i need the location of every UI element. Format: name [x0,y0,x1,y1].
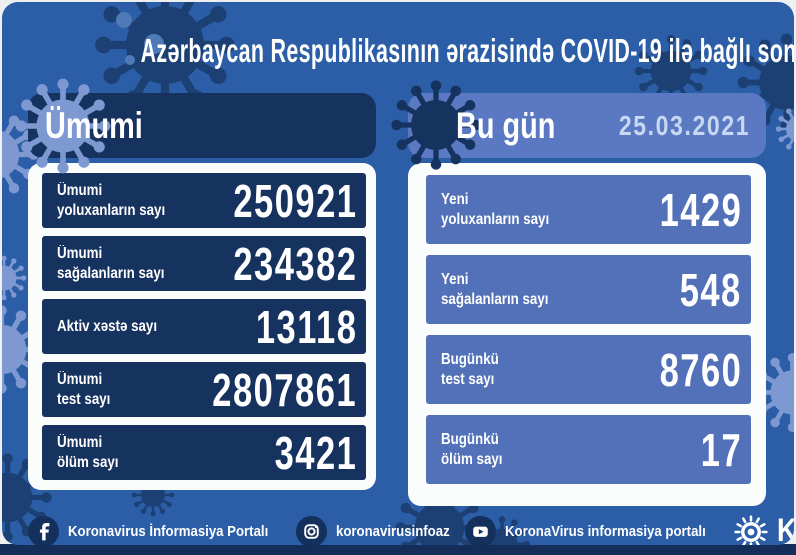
virus-decoration-icon [774,104,794,154]
today-header-label: Bu gün [456,104,556,146]
today-section: Bu gün 25.03.2021 Yeni yoluxanların sayı… [408,93,766,506]
footer: Koronavirus İnformasiya Portalı koronavi… [28,510,794,545]
stat-label: Bugünkü test sayı [441,351,499,388]
stat-value: 548 [679,263,742,316]
youtube-link[interactable]: KoronaVirus informasiya portalı [464,515,733,545]
stat-row-today-tests: Bugünkü test sayı 8760 [426,335,751,404]
youtube-icon [464,515,496,545]
stat-value: 13118 [255,300,357,353]
stat-value: 250921 [232,174,357,227]
stat-row-new-recovered: Yeni sağalanların sayı 548 [426,255,751,324]
facebook-label: Koronavirus İnformasiya Portalı [68,522,269,540]
koronavirus-logo: KoronaVirus info [733,512,794,545]
totals-header: Ümumi [28,93,376,158]
bottom-navy-strip [0,544,796,555]
stat-row-total-recovered: Ümumi sağalanların sayı 234382 [42,236,366,291]
report-date: 25.03.2021 [618,109,750,141]
stat-label: Ümumi test sayı [57,371,111,408]
stat-label: Yeni yoluxanların sayı [441,191,550,228]
facebook-icon [28,515,59,545]
today-panel: Yeni yoluxanların sayı 1429 Yeni sağalan… [408,163,766,506]
stat-label: Bugünkü ölüm sayı [441,431,503,468]
totals-section: Ümumi Ümumi yoluxanların sayı 250921 Ümu… [28,93,376,490]
koronavirus-logo-icon [734,515,768,545]
instagram-icon [295,515,327,545]
stat-value: 1429 [659,183,742,236]
youtube-label: KoronaVirus informasiya portalı [504,522,706,540]
infographic-board: Azərbaycan Respublikasının ərazisində CO… [2,2,794,545]
stat-row-today-deaths: Bugünkü ölüm sayı 17 [426,415,751,484]
stat-row-total-infected: Ümumi yoluxanların sayı 250921 [42,173,366,228]
stat-value: 3421 [274,426,357,479]
today-header: Bu gün 25.03.2021 [408,93,766,158]
stat-row-new-infected: Yeni yoluxanların sayı 1429 [426,175,751,244]
virus-decoration-icon [2,254,28,302]
stat-value: 2807861 [212,363,357,416]
stat-value: 17 [700,423,742,476]
stat-value: 8760 [659,343,742,396]
stat-row-total-deaths: Ümumi ölüm sayı 3421 [42,425,366,480]
instagram-link[interactable]: koronavirusinfoaz [295,515,465,545]
koronavirus-logo-text: KoronaVirus [777,512,794,545]
stat-label: Aktiv xəstə sayı [57,317,158,335]
instagram-label: koronavirusinfoaz [335,522,450,540]
facebook-link[interactable]: Koronavirus İnformasiya Portalı [28,515,296,545]
stat-row-active-cases: Aktiv xəstə sayı 13118 [42,299,366,354]
stat-label: Yeni sağalanların sayı [441,271,549,308]
stat-value: 234382 [232,237,357,290]
stat-label: Ümumi sağalanların sayı [57,245,165,282]
stat-label: Ümumi ölüm sayı [57,434,119,471]
totals-panel: Ümumi yoluxanların sayı 250921 Ümumi sağ… [28,163,376,490]
stat-row-total-tests: Ümumi test sayı 2807861 [42,362,366,417]
totals-header-label: Ümumi [45,104,143,146]
stat-label: Ümumi yoluxanların sayı [57,182,166,219]
page-title: Azərbaycan Respublikasının ərazisində CO… [140,32,794,69]
